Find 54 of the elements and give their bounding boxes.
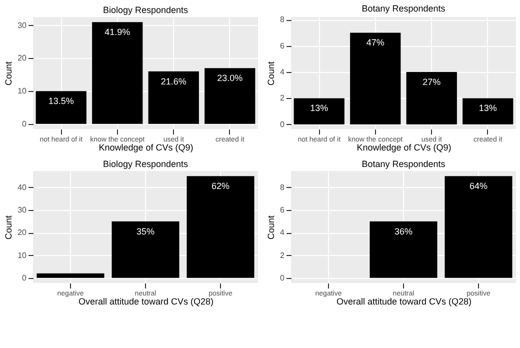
y-axis-title: Count	[4, 61, 14, 86]
annotation: 27%	[422, 77, 441, 88]
y-tick-label: 0	[22, 119, 28, 128]
y-tick-label: 20	[18, 54, 28, 63]
annotation: 23.0%	[217, 73, 243, 84]
y-tick-label: 30	[18, 206, 28, 215]
annotation: 21.6%	[160, 76, 186, 86]
y-tick-label: 0	[280, 120, 286, 129]
bar	[112, 221, 180, 278]
y-tick-label: 0	[22, 273, 28, 282]
bar	[36, 91, 86, 124]
annotation: 41.9%	[104, 27, 130, 38]
bar	[148, 71, 199, 124]
annotation: 62%	[211, 181, 230, 192]
y-tick-label: 30	[18, 20, 28, 30]
y-tick-label: 10	[18, 86, 28, 96]
y-tick-label: 4	[280, 68, 286, 77]
y-tick-label: 6	[280, 206, 286, 215]
bar	[204, 68, 256, 124]
bar	[406, 72, 457, 124]
chart-title: Botany Respondents	[362, 4, 446, 14]
y-tick-label: 8	[280, 15, 286, 24]
y-axis-title: Count	[4, 215, 14, 240]
y-tick-label: 0	[280, 273, 286, 282]
bar	[92, 22, 143, 124]
chart-title: Botany Respondents	[362, 159, 446, 169]
x-axis-title: Overall attitude toward CVs (Q28)	[78, 296, 214, 306]
annotation: 64%	[469, 181, 488, 192]
y-tick-label: 4	[280, 228, 286, 238]
bar	[350, 32, 401, 124]
chart-title: Biology Respondents	[102, 159, 189, 169]
y-tick-label: 2	[280, 250, 286, 260]
y-tick-label: 8	[280, 182, 286, 192]
y-tick-label: 2	[280, 94, 286, 103]
annotation: 47%	[366, 38, 384, 48]
y-tick-label: 6	[280, 41, 286, 50]
y-tick-label: 20	[18, 228, 28, 238]
y-axis-title: Count	[266, 61, 276, 86]
y-axis-title: Count	[266, 215, 276, 240]
bar	[294, 98, 344, 124]
x-axis-title: Overall attitude toward CVs (Q28)	[336, 296, 472, 306]
annotation: 36%	[394, 226, 413, 236]
chart-title: Biology Respondents	[102, 5, 189, 15]
annotation: 13.5%	[48, 96, 74, 106]
x-axis-title: Knowledge of CVs (Q9)	[98, 142, 194, 152]
annotation: 35%	[136, 226, 155, 236]
y-tick-label: 40	[18, 182, 28, 192]
y-tick-label: 10	[18, 250, 28, 260]
annotation: 13%	[478, 103, 497, 114]
bar	[36, 273, 104, 278]
annotation: 13%	[310, 103, 328, 114]
x-axis-title: Knowledge of CVs (Q9)	[356, 142, 452, 152]
bar	[186, 176, 254, 278]
bar	[462, 98, 514, 124]
